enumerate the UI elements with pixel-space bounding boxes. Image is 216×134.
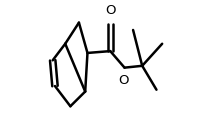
Text: O: O	[105, 4, 116, 17]
Text: O: O	[119, 74, 129, 87]
